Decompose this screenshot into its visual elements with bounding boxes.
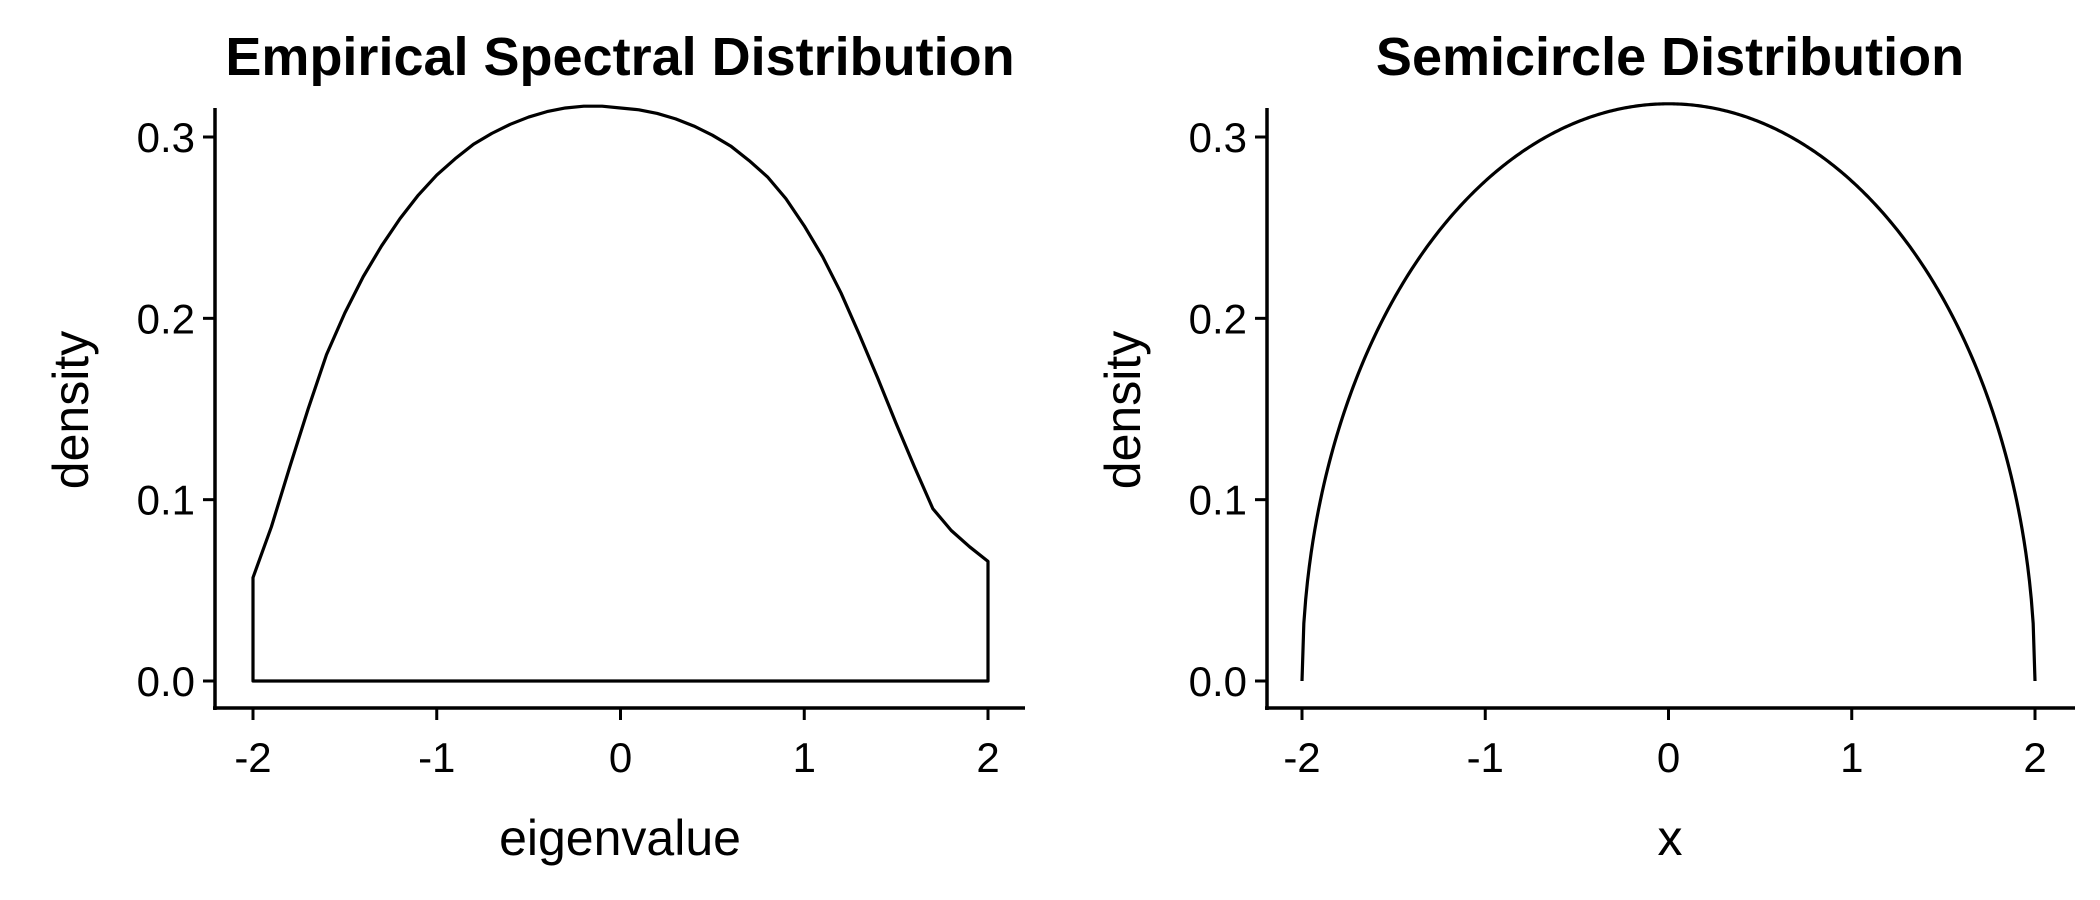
panel-title: Semicircle Distribution <box>1376 27 1964 87</box>
x-tick-label: 2 <box>976 734 999 781</box>
x-axis-label: x <box>1658 810 1683 866</box>
y-axis-label: density <box>43 331 99 489</box>
x-tick-label: -2 <box>1283 734 1320 781</box>
x-ticks: -2 -1 0 1 2 <box>1283 708 2047 781</box>
y-ticks: 0.0 0.1 0.2 0.3 <box>137 114 215 705</box>
y-ticks: 0.0 0.1 0.2 0.3 <box>1189 114 1267 705</box>
panel-title: Empirical Spectral Distribution <box>225 27 1014 87</box>
x-tick-label: -2 <box>234 734 271 781</box>
density-curve <box>251 104 990 683</box>
panel-empirical-spectral-distribution: Empirical Spectral Distribution -2 -1 0 1 2 … <box>43 27 1025 866</box>
y-tick-label: 0.0 <box>137 658 195 705</box>
density-curve <box>1300 102 2037 682</box>
y-tick-label: 0.2 <box>137 295 195 342</box>
x-tick-label: -1 <box>418 734 455 781</box>
x-tick-label: -1 <box>1467 734 1504 781</box>
y-tick-label: 0.2 <box>1189 295 1247 342</box>
x-tick-label: 1 <box>1840 734 1863 781</box>
y-tick-label: 0.3 <box>137 114 195 161</box>
x-ticks: -2 -1 0 1 2 <box>234 708 1000 781</box>
y-tick-label: 0.0 <box>1189 658 1247 705</box>
y-tick-label: 0.1 <box>1189 477 1247 524</box>
x-tick-label: 2 <box>2023 734 2046 781</box>
y-tick-label: 0.1 <box>137 477 195 524</box>
y-tick-label: 0.3 <box>1189 114 1247 161</box>
x-tick-label: 0 <box>1657 734 1680 781</box>
panel-semicircle-distribution: Semicircle Distribution -2 -1 0 1 2 0.00.10.… <box>1095 27 2075 866</box>
x-tick-label: 1 <box>793 734 816 781</box>
y-axis-label: density <box>1095 331 1151 489</box>
x-axis-label: eigenvalue <box>499 810 741 866</box>
x-tick-label: 0 <box>609 734 632 781</box>
